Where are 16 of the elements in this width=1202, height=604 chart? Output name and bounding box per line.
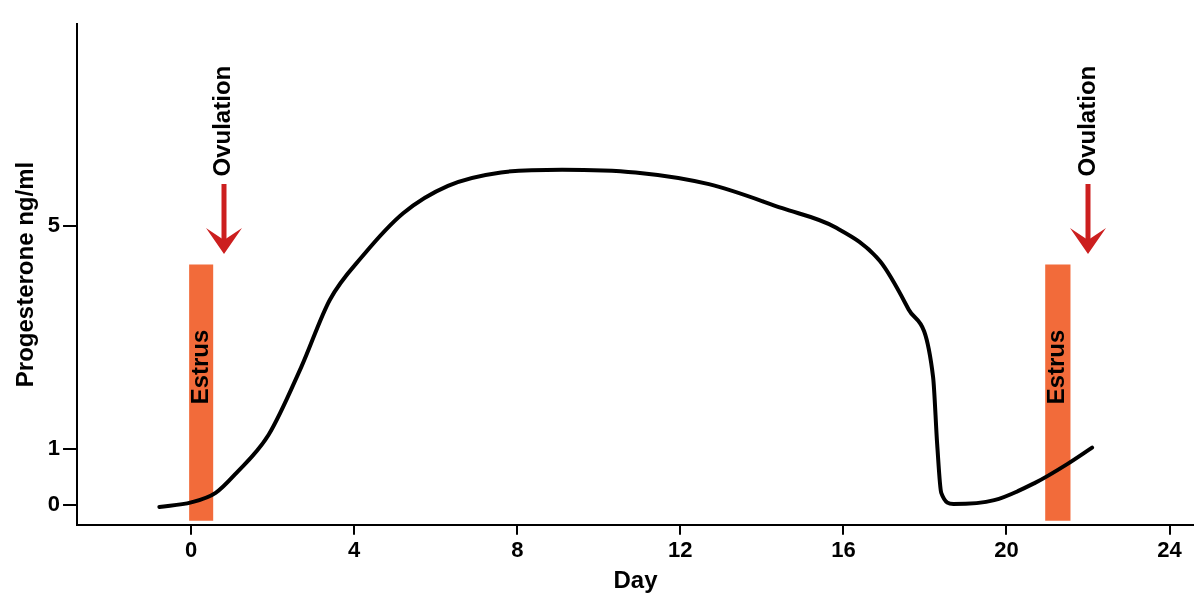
ref-line-label: Ovulation [208, 65, 236, 177]
x-tick-label: 0 [185, 537, 198, 563]
x-axis-title: Day [613, 566, 659, 594]
x-tick-label: 12 [668, 537, 693, 563]
band-label: Estrus [185, 329, 213, 405]
band-label: Estrus [1042, 329, 1070, 405]
x-tick-label: 24 [1157, 537, 1183, 563]
x-tick-label: 20 [994, 537, 1019, 563]
y-tick-label: 0 [47, 491, 61, 517]
ref-line-label: Ovulation [1072, 65, 1100, 177]
x-tick-label: 8 [511, 537, 524, 563]
x-tick-label: 4 [348, 537, 362, 563]
y-tick-label: 5 [47, 211, 61, 237]
x-tick-label: 16 [831, 537, 856, 563]
y-tick-label: 1 [47, 435, 61, 461]
y-axis-title: Progesterone ng/ml [11, 161, 39, 388]
